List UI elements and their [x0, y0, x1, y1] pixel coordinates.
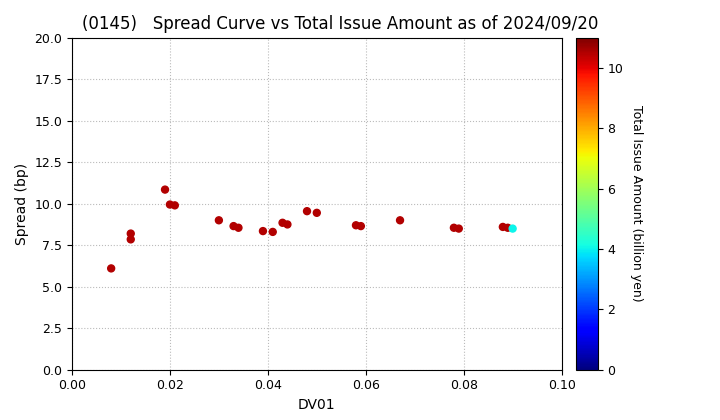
Point: [350, 222, 361, 228]
Point: [257, 228, 269, 234]
Point: [502, 224, 513, 231]
Point: [125, 236, 137, 243]
Point: [507, 225, 518, 232]
Point: [233, 224, 244, 231]
Point: [301, 208, 312, 215]
Point: [105, 265, 117, 272]
Point: [276, 219, 288, 226]
Y-axis label: Total Issue Amount (billion yen): Total Issue Amount (billion yen): [630, 105, 643, 302]
Point: [448, 224, 459, 231]
Point: [125, 230, 137, 237]
Point: [169, 202, 181, 209]
Y-axis label: Spread (bp): Spread (bp): [15, 163, 29, 245]
Point: [267, 228, 279, 235]
Point: [213, 217, 225, 223]
Point: [228, 223, 239, 229]
Point: [282, 221, 293, 228]
Point: [355, 223, 366, 229]
Point: [164, 201, 176, 208]
Point: [311, 210, 323, 216]
Point: [159, 186, 171, 193]
Point: [453, 225, 464, 232]
Point: [497, 223, 508, 230]
X-axis label: DV01: DV01: [298, 398, 336, 412]
Text: (0145)   Spread Curve vs Total Issue Amount as of 2024/09/20: (0145) Spread Curve vs Total Issue Amoun…: [82, 16, 598, 34]
Point: [395, 217, 406, 223]
